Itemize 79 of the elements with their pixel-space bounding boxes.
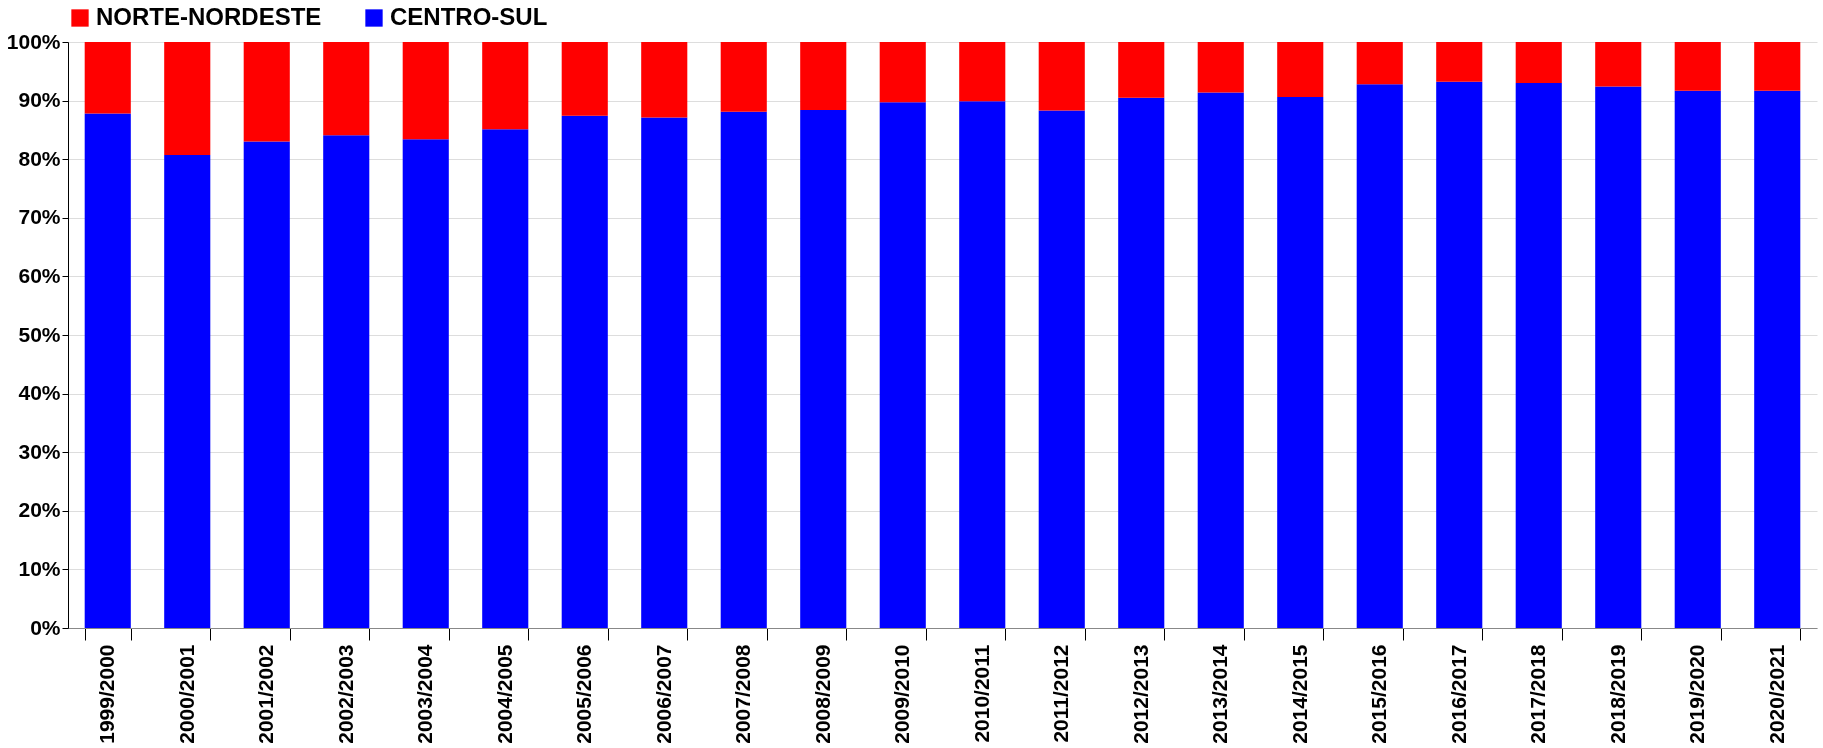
- bar: [641, 42, 688, 118]
- y-tick-label: 90%: [18, 88, 61, 112]
- bar: [1038, 110, 1085, 628]
- bar: [1674, 42, 1721, 91]
- bar: [959, 101, 1006, 628]
- bar: [1277, 42, 1324, 98]
- y-tick-label: 10%: [18, 556, 61, 580]
- x-tick-label: 2019/2020: [1685, 644, 1709, 744]
- bar: [1436, 81, 1483, 628]
- x-tick-label: 2012/2013: [1128, 644, 1152, 744]
- x-tick-label: 2017/2018: [1526, 644, 1550, 744]
- x-tick-label: 2005/2006: [572, 644, 596, 744]
- bar: [1674, 90, 1721, 628]
- bar: [1595, 86, 1642, 628]
- x-tick-label: 2020/2021: [1764, 644, 1788, 744]
- x-tick-label: 2011/2012: [1049, 644, 1073, 743]
- x-tick-label: 1999/2000: [95, 644, 119, 744]
- bar: [243, 42, 290, 142]
- bar: [164, 155, 211, 628]
- bar: [482, 129, 529, 628]
- y-tick-label: 20%: [18, 498, 61, 522]
- bar: [1197, 92, 1244, 628]
- bar: [720, 111, 767, 628]
- x-tick-label: 2013/2014: [1208, 644, 1232, 744]
- bar: [720, 42, 767, 112]
- bar: [959, 42, 1006, 102]
- bar: [1754, 42, 1801, 91]
- x-tick-label: 2015/2016: [1367, 644, 1391, 744]
- y-tick-label: 100%: [6, 29, 61, 53]
- bar: [1356, 42, 1403, 85]
- bar: [84, 42, 131, 114]
- bar: [800, 109, 847, 628]
- bar: [1038, 42, 1085, 111]
- y-tick-label: 50%: [18, 322, 61, 346]
- x-tick-label: 2007/2008: [731, 644, 755, 744]
- bar: [164, 42, 211, 156]
- x-tick-label: 2006/2007: [651, 644, 675, 744]
- y-tick-label: 60%: [18, 263, 61, 287]
- bar: [1595, 42, 1642, 87]
- x-tick-label: 2008/2009: [810, 644, 834, 744]
- x-tick-label: 2001/2002: [254, 644, 278, 744]
- legend-label: NORTE-NORDESTE: [96, 3, 322, 30]
- bar: [1515, 83, 1562, 628]
- y-tick-label: 30%: [18, 439, 61, 463]
- bar: [323, 42, 370, 136]
- bar: [1118, 42, 1165, 98]
- y-tick-label: 80%: [18, 146, 61, 170]
- bar: [323, 135, 370, 628]
- bar: [1754, 90, 1801, 628]
- bar: [482, 42, 529, 130]
- bar: [1277, 97, 1324, 628]
- legend-label: CENTRO-SUL: [390, 3, 548, 30]
- bar: [1515, 42, 1562, 84]
- bar: [1356, 84, 1403, 628]
- bar: [879, 102, 926, 628]
- bar: [879, 42, 926, 103]
- x-tick-label: 2016/2017: [1446, 644, 1470, 744]
- y-tick-label: 0%: [30, 615, 61, 639]
- x-tick-label: 2014/2015: [1287, 644, 1311, 744]
- x-tick-label: 2004/2005: [492, 644, 516, 744]
- x-tick-label: 2002/2003: [333, 644, 357, 744]
- bar: [641, 117, 688, 628]
- bar: [800, 42, 847, 110]
- bar: [1197, 42, 1244, 93]
- bar: [84, 113, 131, 628]
- x-tick-label: 2010/2011: [969, 644, 993, 743]
- bar: [402, 42, 449, 140]
- x-tick-label: 2000/2001: [174, 644, 198, 744]
- x-tick-label: 2009/2010: [890, 644, 914, 744]
- bar: [1436, 42, 1483, 82]
- bar: [1118, 97, 1165, 628]
- y-tick-label: 70%: [18, 205, 61, 229]
- x-tick-label: 2003/2004: [413, 644, 437, 744]
- bar: [561, 42, 608, 116]
- bar: [243, 141, 290, 628]
- bar: [561, 115, 608, 628]
- bar: [402, 139, 449, 628]
- x-tick-label: 2018/2019: [1605, 644, 1629, 744]
- y-tick-label: 40%: [18, 381, 61, 405]
